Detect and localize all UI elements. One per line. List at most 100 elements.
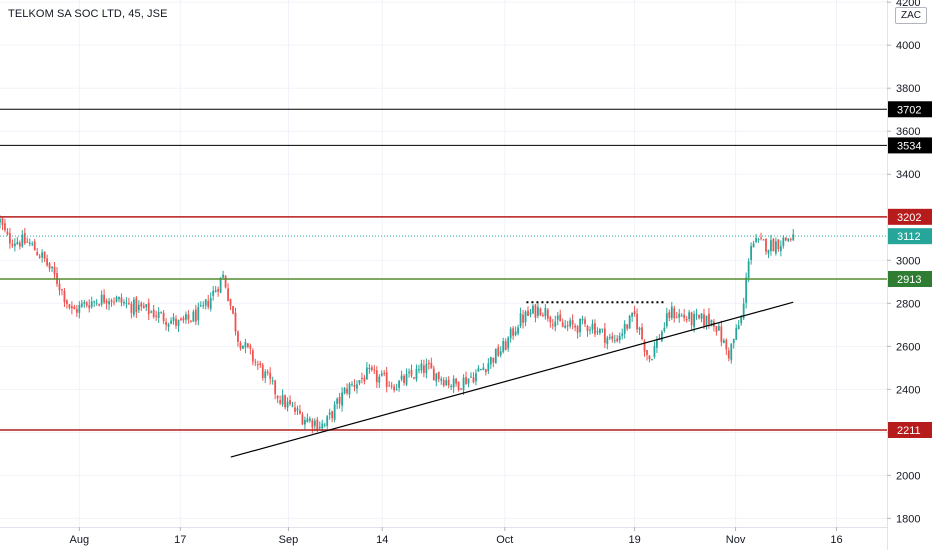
price-label-box: [888, 208, 932, 225]
candle-body: [670, 306, 673, 318]
candle-body: [98, 304, 101, 306]
candle-body: [579, 318, 581, 333]
candle-body: [113, 301, 115, 303]
candle-body: [504, 341, 507, 351]
candle-body: [722, 340, 725, 344]
candle-body: [777, 239, 780, 250]
candle-body: [370, 367, 373, 371]
candle-body: [685, 318, 688, 321]
candle-body: [36, 251, 39, 256]
candle-body: [465, 376, 467, 385]
candle-body: [321, 423, 324, 429]
candle-body: [388, 385, 391, 387]
candle-body: [784, 237, 787, 241]
candle-body: [549, 316, 552, 323]
y-tick-label: 2600: [896, 341, 920, 353]
candle-body: [641, 327, 643, 340]
candle-body: [11, 243, 14, 246]
candle-body: [450, 385, 453, 387]
candle-body: [51, 266, 53, 269]
candle-body: [601, 328, 604, 330]
candle-body: [546, 309, 549, 319]
candle-body: [306, 418, 309, 423]
candle-body: [187, 314, 190, 320]
candle-body: [623, 323, 626, 334]
x-tick-label: 16: [830, 534, 842, 546]
candle-body: [755, 238, 757, 242]
candle-body: [197, 306, 200, 321]
candle-body: [26, 241, 29, 243]
candle-body: [229, 298, 232, 306]
y-tick-label: 3800: [896, 83, 920, 95]
candle-body: [90, 301, 93, 307]
candle-body: [482, 367, 485, 371]
candle-body: [732, 339, 735, 344]
candle-body: [261, 364, 264, 378]
candle-body: [279, 400, 282, 404]
candle-body: [175, 318, 177, 326]
candle-body: [132, 299, 135, 315]
y-tick-label: 4000: [896, 40, 920, 52]
candle-body: [142, 305, 145, 309]
x-tick-label: Sep: [279, 534, 299, 546]
candle-body: [100, 294, 103, 305]
candle-body: [68, 304, 71, 308]
candle-body: [346, 388, 348, 394]
x-tick-label: Nov: [726, 534, 746, 546]
candle-body: [626, 324, 629, 329]
candle-body: [182, 318, 185, 321]
candle-body: [628, 316, 631, 329]
candle-body: [527, 310, 529, 317]
candle-body: [254, 361, 257, 363]
candle-body: [408, 371, 410, 373]
currency-unit-badge[interactable]: ZAC: [895, 7, 927, 24]
candle-body: [162, 312, 165, 322]
y-tick-label: 3400: [896, 169, 920, 181]
candle-body: [375, 370, 378, 383]
candle-body: [730, 343, 733, 361]
candle-body: [596, 331, 599, 333]
candle-body: [33, 241, 36, 251]
candle-body: [779, 246, 782, 252]
candle-body: [152, 309, 155, 318]
candle-body: [46, 258, 48, 266]
candle-body: [497, 347, 500, 356]
candle-body: [172, 317, 175, 321]
price-label-text: 3534: [897, 140, 921, 152]
price-label-text: 2211: [897, 425, 921, 437]
candle-body: [264, 371, 267, 378]
candle-body: [160, 312, 163, 314]
candle-body: [88, 305, 91, 309]
candle-body: [561, 322, 564, 327]
support-trendline: [230, 301, 794, 458]
candle-body: [358, 380, 361, 384]
candles-layer: [0, 215, 795, 434]
candle-body: [194, 309, 197, 322]
candle-body: [333, 404, 336, 420]
y-tick-label: 2400: [896, 384, 920, 396]
candle-body: [668, 312, 671, 319]
candle-body: [762, 239, 765, 241]
candle-body: [651, 359, 653, 361]
candle-body: [618, 335, 621, 341]
candle-body: [31, 243, 34, 245]
candle-body: [537, 306, 539, 316]
candle-body: [212, 290, 215, 296]
candle-body: [269, 372, 272, 379]
candle-body: [125, 302, 128, 304]
candle-body: [167, 324, 170, 328]
candle-body: [524, 311, 527, 323]
candle-body: [38, 256, 41, 258]
candle-body: [606, 337, 609, 345]
candle-body: [353, 384, 356, 387]
candle-body: [643, 340, 646, 352]
candle-body: [576, 326, 579, 333]
candle-body: [155, 315, 158, 317]
candle-body: [244, 342, 247, 348]
candle-body: [150, 311, 153, 313]
candle-body: [789, 238, 792, 240]
candle-body: [787, 238, 790, 241]
candle-body: [410, 369, 413, 376]
